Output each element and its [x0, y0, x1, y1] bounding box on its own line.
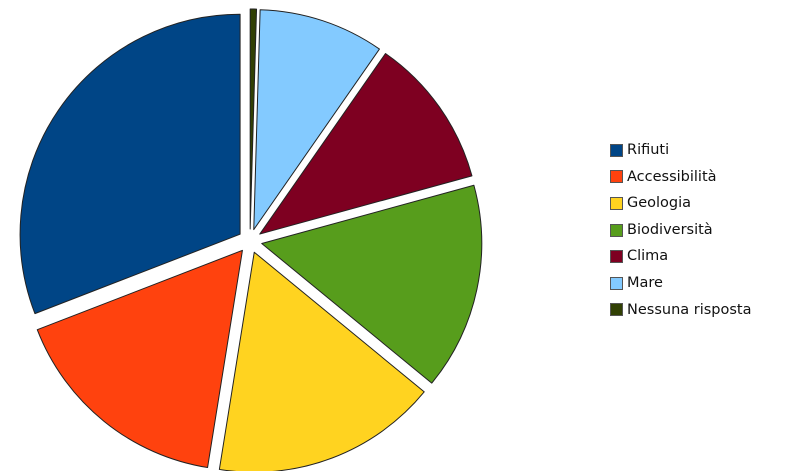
legend-label-clima: Clima [627, 248, 669, 265]
legend-label-rifiuti: Rifiuti [627, 142, 670, 159]
legend-label-accessibilita: Accessibilità [627, 168, 717, 185]
pie-slice-rifiuti [19, 13, 241, 315]
legend-item-biodiversita: Biodiversità [610, 217, 790, 244]
legend-swatch-geologia [610, 196, 623, 210]
legend-item-clima: Clima [610, 243, 790, 270]
legend-swatch-accessibilita [610, 170, 623, 184]
legend-swatch-clima [610, 250, 623, 264]
legend-swatch-rifiuti [610, 143, 623, 157]
legend-label-mare: Mare [627, 275, 663, 292]
legend-label-nessuna-risposta: Nessuna risposta [627, 301, 752, 318]
legend-item-nessuna-risposta: Nessuna risposta [610, 297, 790, 324]
legend-swatch-nessuna-risposta [610, 303, 623, 317]
pie-slice-nessuna-risposta [249, 8, 258, 230]
pie-slices [19, 8, 483, 471]
legend-swatch-biodiversita [610, 223, 623, 237]
legend-item-mare: Mare [610, 270, 790, 297]
pie-slice-mare [253, 9, 380, 231]
pie-slice-clima [259, 53, 473, 235]
legend-item-geologia: Geologia [610, 190, 790, 217]
legend: Rifiuti Accessibilità Geologia Biodivers… [610, 137, 790, 323]
pie-slice-accessibilit [36, 249, 243, 469]
pie-slice-geologia [218, 251, 425, 471]
legend-swatch-mare [610, 276, 623, 290]
legend-item-accessibilita: Accessibilità [610, 164, 790, 191]
legend-label-geologia: Geologia [627, 195, 692, 212]
pie-slice-biodiversit [261, 184, 483, 384]
legend-item-rifiuti: Rifiuti [610, 137, 790, 164]
legend-label-biodiversita: Biodiversità [627, 221, 713, 238]
